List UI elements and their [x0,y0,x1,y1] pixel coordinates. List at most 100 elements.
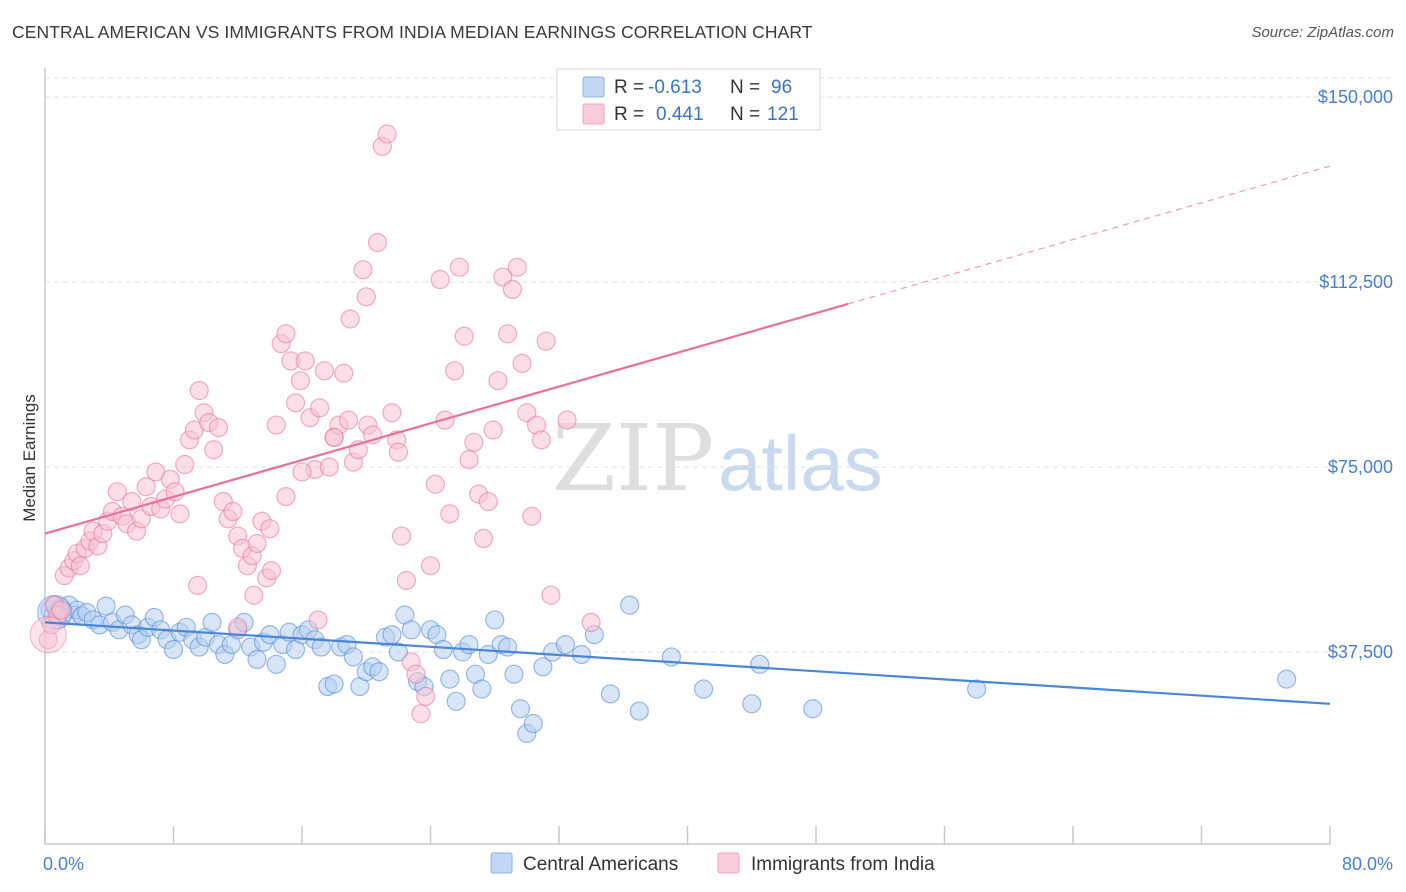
data-point [338,410,359,430]
legend-box: R = -0.613 N = 96 R = 0.441 N = 121 [556,68,821,131]
data-point [523,713,543,734]
data-point [340,309,360,329]
data-point [356,287,376,307]
bottom-legend-label: Immigrants from India [751,854,935,875]
data-point [406,664,426,684]
data-point [285,393,306,413]
legend-n-value: 96 [771,77,792,98]
data-point [163,639,184,660]
x-tick-label: 80.0% [1342,854,1393,874]
y-tick-label: $150,000 [1318,87,1393,107]
data-point [292,462,312,482]
y-tick-label: $37,500 [1328,642,1393,662]
legend-swatch-blue [582,76,605,98]
data-point [334,363,354,383]
data-point [276,324,296,344]
data-point [204,440,224,460]
data-point [750,654,770,674]
data-point [498,324,518,344]
data-point [425,474,445,494]
data-point [483,420,503,440]
data-point [1277,669,1297,689]
data-point [70,556,90,576]
data-point [189,380,209,401]
trend-line-immigrants-from-india [44,302,849,535]
watermark: ZIP atlas [552,405,883,512]
data-point [502,279,523,299]
data-point [430,269,450,290]
x-tick-labels: 0.0% 80.0% [43,854,1393,874]
data-point [536,331,556,351]
data-point [488,371,508,391]
data-point [170,504,190,524]
data-point [401,620,421,640]
data-point [391,526,412,546]
data-point [803,699,823,719]
data-point [343,647,363,667]
axes [44,68,1331,845]
data-point [473,528,494,549]
data-point [310,398,330,418]
data-point [742,694,762,714]
data-point [208,417,229,438]
data-point [295,351,315,371]
data-point [122,491,142,512]
data-point [396,570,417,591]
y-tick-label: $112,500 [1319,272,1393,292]
legend-n-value: 121 [767,104,799,125]
data-point [266,654,286,674]
data-point [314,361,335,381]
data-point [416,686,436,707]
data-point [444,361,465,381]
data-point [388,442,408,462]
data-point [446,691,466,711]
trend-lines [44,165,1331,705]
data-point [228,617,248,637]
data-point [507,257,527,277]
data-point [324,427,344,447]
watermark-zip: ZIP [552,405,714,512]
data-point [440,669,460,689]
data-point [555,634,576,655]
y-axis-label: Median Earnings [20,394,39,522]
data-point [276,487,296,507]
data-point [522,506,542,526]
y-tick-label: $75,000 [1328,457,1393,477]
data-point [411,704,431,724]
data-point [266,415,286,435]
data-point [187,575,208,596]
bottom-legend-swatch-blue [490,852,513,874]
bottom-legend-swatch-pink [717,852,740,874]
data-point [512,353,532,373]
watermark-atlas: atlas [718,419,883,507]
data-point [420,556,441,576]
data-point [531,430,551,450]
trend-line-extension [847,165,1331,305]
data-point [247,533,267,554]
data-point [693,679,714,699]
data-point [472,679,492,699]
data-point [367,232,388,253]
data-point [290,371,310,391]
data-point [498,637,518,657]
data-point [620,595,640,615]
x-tick-label: 0.0% [43,854,84,874]
data-point [175,454,195,475]
data-point [571,644,592,665]
data-point [107,482,127,502]
y-tick-labels: $37,500 $75,000 $112,500 $150,000 [1318,87,1393,662]
chart-title: CENTRAL AMERICAN VS IMMIGRANTS FROM INDI… [12,22,813,42]
chart-source: Source: ZipAtlas.com [1251,24,1394,41]
data-point [244,585,264,605]
data-point-cluster [29,616,67,654]
data-point [541,585,561,605]
series-immigrants-from-india [29,124,601,724]
bottom-legend: Central Americans Immigrants from India [490,852,935,875]
legend-r-label: R = [614,104,644,125]
legend-r-label: R = [614,77,644,98]
data-point [311,637,331,657]
data-point [308,610,328,630]
data-point [478,491,498,512]
data-point [440,504,460,524]
